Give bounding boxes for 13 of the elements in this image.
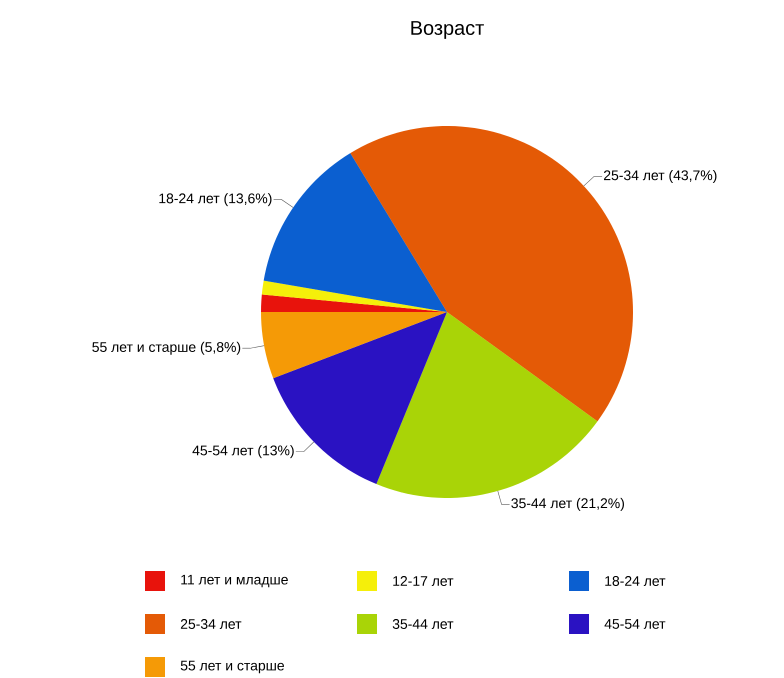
legend-label: 12-17 лет [393,576,454,586]
data-label: 25-34 лет (43,7%) [604,170,716,183]
legend-label: 25-34 лет [180,619,242,629]
legend-label: 55 лет и старше [180,660,284,674]
data-label: 18-24 лет (13,6%) [159,193,272,206]
chart-title: Возраст [411,21,484,39]
legend-label: 35-44 лет [392,619,454,629]
legend-label: 18-24 лет [605,576,666,586]
data-label: 45-54 лет (13%) [192,445,294,458]
data-label: 35-44 лет (21,2%) [511,498,624,511]
data-label: 55 лет и старше (5,8%) [92,342,240,355]
legend-label: 45-54 лет [604,619,666,629]
legend-label: 11 лет и младше [181,574,288,588]
